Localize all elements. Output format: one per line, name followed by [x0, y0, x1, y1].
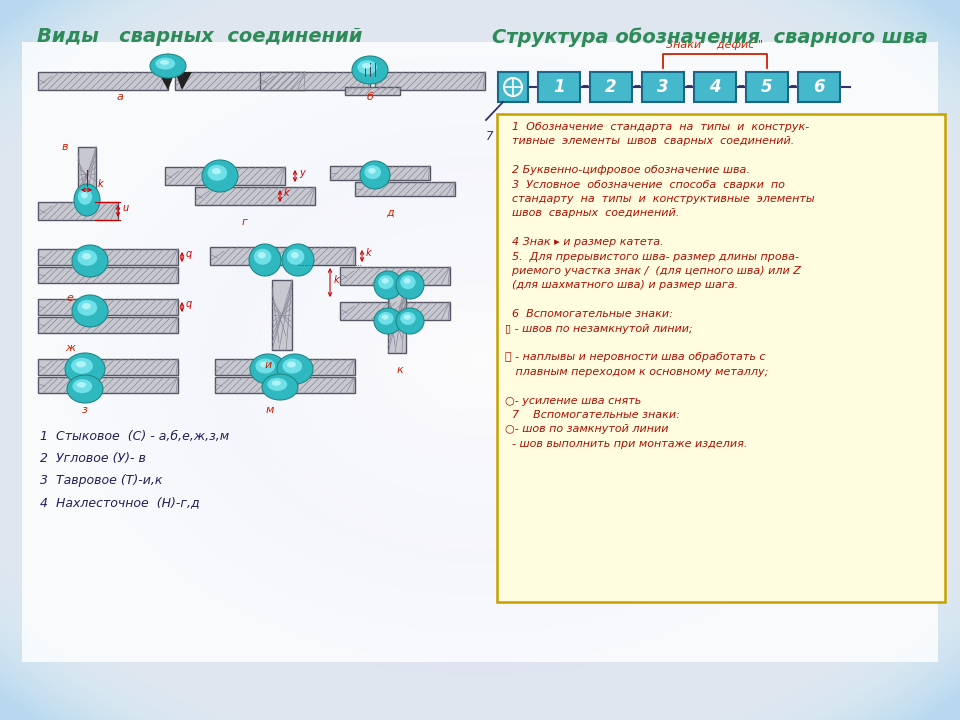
- Ellipse shape: [210, 164, 750, 556]
- Ellipse shape: [253, 249, 272, 265]
- Bar: [340, 267, 450, 285]
- Ellipse shape: [444, 333, 516, 387]
- Ellipse shape: [474, 356, 486, 364]
- Ellipse shape: [450, 338, 510, 382]
- Ellipse shape: [400, 275, 416, 289]
- Ellipse shape: [331, 252, 629, 468]
- Ellipse shape: [78, 189, 92, 204]
- Ellipse shape: [348, 264, 612, 456]
- Ellipse shape: [156, 58, 176, 70]
- Ellipse shape: [374, 308, 402, 334]
- Ellipse shape: [139, 112, 821, 608]
- Ellipse shape: [78, 300, 97, 316]
- Text: –: –: [582, 80, 588, 94]
- Ellipse shape: [382, 315, 389, 320]
- Ellipse shape: [72, 379, 92, 393]
- Ellipse shape: [82, 253, 91, 259]
- Ellipse shape: [207, 165, 228, 181]
- Text: 4  Нахлесточное  (Н)-г,д: 4 Нахлесточное (Н)-г,д: [40, 496, 200, 509]
- Bar: [38, 377, 178, 393]
- Ellipse shape: [309, 236, 651, 484]
- Text: q: q: [186, 249, 192, 259]
- Ellipse shape: [372, 279, 588, 441]
- Bar: [375, 72, 485, 90]
- Bar: [38, 359, 178, 375]
- Ellipse shape: [12, 20, 948, 700]
- Ellipse shape: [62, 56, 898, 664]
- Text: 6: 6: [813, 78, 825, 96]
- Ellipse shape: [365, 165, 381, 179]
- Ellipse shape: [357, 60, 377, 74]
- Text: Виды   сварных  соединений: Виды сварных соединений: [37, 27, 363, 46]
- Text: –: –: [634, 80, 640, 94]
- Text: м: м: [266, 405, 275, 415]
- Ellipse shape: [95, 80, 865, 640]
- Ellipse shape: [304, 232, 656, 488]
- Ellipse shape: [78, 250, 97, 266]
- Bar: [22, 42, 938, 662]
- Ellipse shape: [244, 188, 716, 532]
- Ellipse shape: [82, 303, 91, 310]
- Text: Структура обозначения  сварного шва: Структура обозначения сварного шва: [492, 27, 928, 47]
- Ellipse shape: [375, 284, 585, 436]
- Text: –: –: [737, 80, 744, 94]
- Ellipse shape: [227, 176, 733, 544]
- Ellipse shape: [183, 144, 777, 576]
- Bar: [38, 202, 118, 220]
- Text: и: и: [264, 360, 272, 370]
- Ellipse shape: [381, 288, 579, 432]
- Ellipse shape: [426, 320, 534, 400]
- Ellipse shape: [414, 312, 546, 408]
- Ellipse shape: [65, 353, 105, 385]
- Text: в: в: [61, 142, 68, 152]
- Text: –: –: [789, 80, 797, 94]
- Ellipse shape: [202, 160, 238, 192]
- Bar: [210, 247, 355, 265]
- Text: 1: 1: [553, 78, 564, 96]
- Ellipse shape: [271, 208, 689, 512]
- Ellipse shape: [396, 297, 564, 423]
- Ellipse shape: [374, 271, 402, 299]
- Ellipse shape: [447, 336, 513, 384]
- Bar: [642, 72, 684, 102]
- Ellipse shape: [299, 228, 661, 492]
- Ellipse shape: [365, 276, 595, 444]
- Text: Знаки   "дефис ": Знаки "дефис ": [666, 40, 763, 50]
- Bar: [798, 72, 840, 102]
- Ellipse shape: [77, 382, 85, 387]
- Text: а: а: [116, 92, 124, 102]
- Ellipse shape: [287, 220, 673, 500]
- Ellipse shape: [474, 356, 486, 364]
- Ellipse shape: [111, 92, 849, 628]
- Text: г: г: [242, 217, 248, 227]
- Bar: [38, 317, 178, 333]
- Bar: [330, 166, 430, 180]
- Ellipse shape: [73, 64, 887, 656]
- Ellipse shape: [79, 68, 881, 652]
- Ellipse shape: [404, 278, 411, 284]
- Text: q: q: [186, 299, 192, 309]
- Ellipse shape: [18, 24, 942, 696]
- Ellipse shape: [409, 308, 551, 412]
- Ellipse shape: [57, 52, 903, 668]
- Bar: [195, 187, 315, 205]
- Text: y: y: [299, 168, 304, 178]
- Text: 5: 5: [761, 78, 773, 96]
- Ellipse shape: [166, 132, 794, 588]
- Ellipse shape: [359, 272, 601, 448]
- Ellipse shape: [101, 84, 859, 636]
- Ellipse shape: [464, 348, 496, 372]
- Ellipse shape: [40, 40, 920, 680]
- Ellipse shape: [321, 244, 639, 476]
- Ellipse shape: [442, 332, 518, 388]
